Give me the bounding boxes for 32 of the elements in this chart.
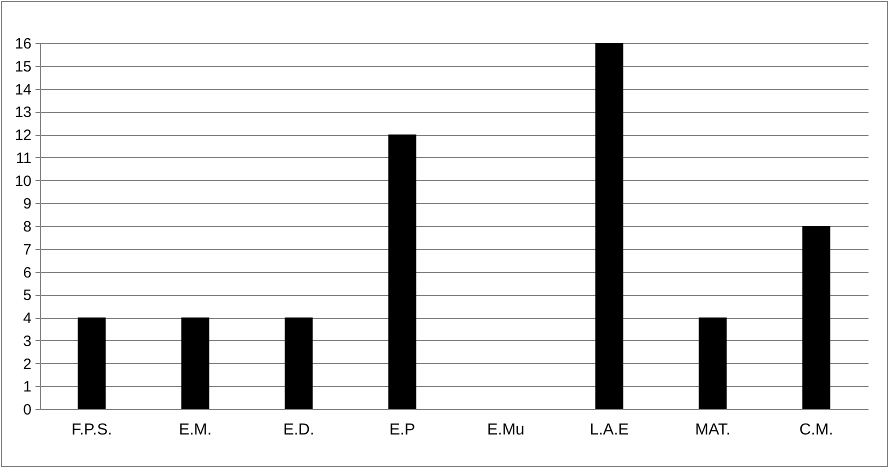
y-tick-label: 6 bbox=[23, 264, 32, 282]
y-tick-label: 13 bbox=[14, 104, 32, 122]
bar bbox=[698, 318, 727, 409]
y-tick-label: 10 bbox=[14, 172, 32, 190]
y-tick-label: 16 bbox=[14, 36, 32, 52]
bar bbox=[802, 226, 830, 409]
y-tick-label: 5 bbox=[23, 287, 32, 304]
y-tick-label: 7 bbox=[23, 241, 32, 258]
y-tick-label: 3 bbox=[23, 332, 32, 350]
x-tick-label: MAT. bbox=[695, 422, 730, 438]
x-tick-label: E.P bbox=[389, 422, 416, 438]
y-tick-label: 15 bbox=[14, 58, 32, 76]
y-tick-label: 9 bbox=[23, 196, 32, 213]
x-tick-label: F.P.S. bbox=[71, 422, 112, 438]
x-tick-label: L.A.E bbox=[590, 422, 629, 438]
bar bbox=[284, 318, 313, 409]
y-tick-label: 8 bbox=[23, 218, 32, 236]
y-tick-label: 0 bbox=[23, 402, 32, 418]
x-tick-label: E.D. bbox=[283, 422, 314, 438]
y-tick-label: 1 bbox=[23, 378, 32, 396]
bar bbox=[388, 134, 416, 409]
y-tick-label: 2 bbox=[23, 356, 32, 373]
y-tick-label: 4 bbox=[23, 310, 32, 327]
y-tick-label: 14 bbox=[14, 81, 32, 98]
x-tick-label: E.Mu bbox=[487, 422, 524, 438]
x-tick-label: E.M. bbox=[178, 422, 212, 438]
y-tick-label: 12 bbox=[14, 127, 32, 144]
y-tick-label: 11 bbox=[16, 150, 32, 167]
x-tick-label: C.M. bbox=[799, 422, 834, 438]
bar bbox=[181, 318, 210, 409]
bar bbox=[78, 318, 106, 409]
bar bbox=[595, 43, 624, 409]
